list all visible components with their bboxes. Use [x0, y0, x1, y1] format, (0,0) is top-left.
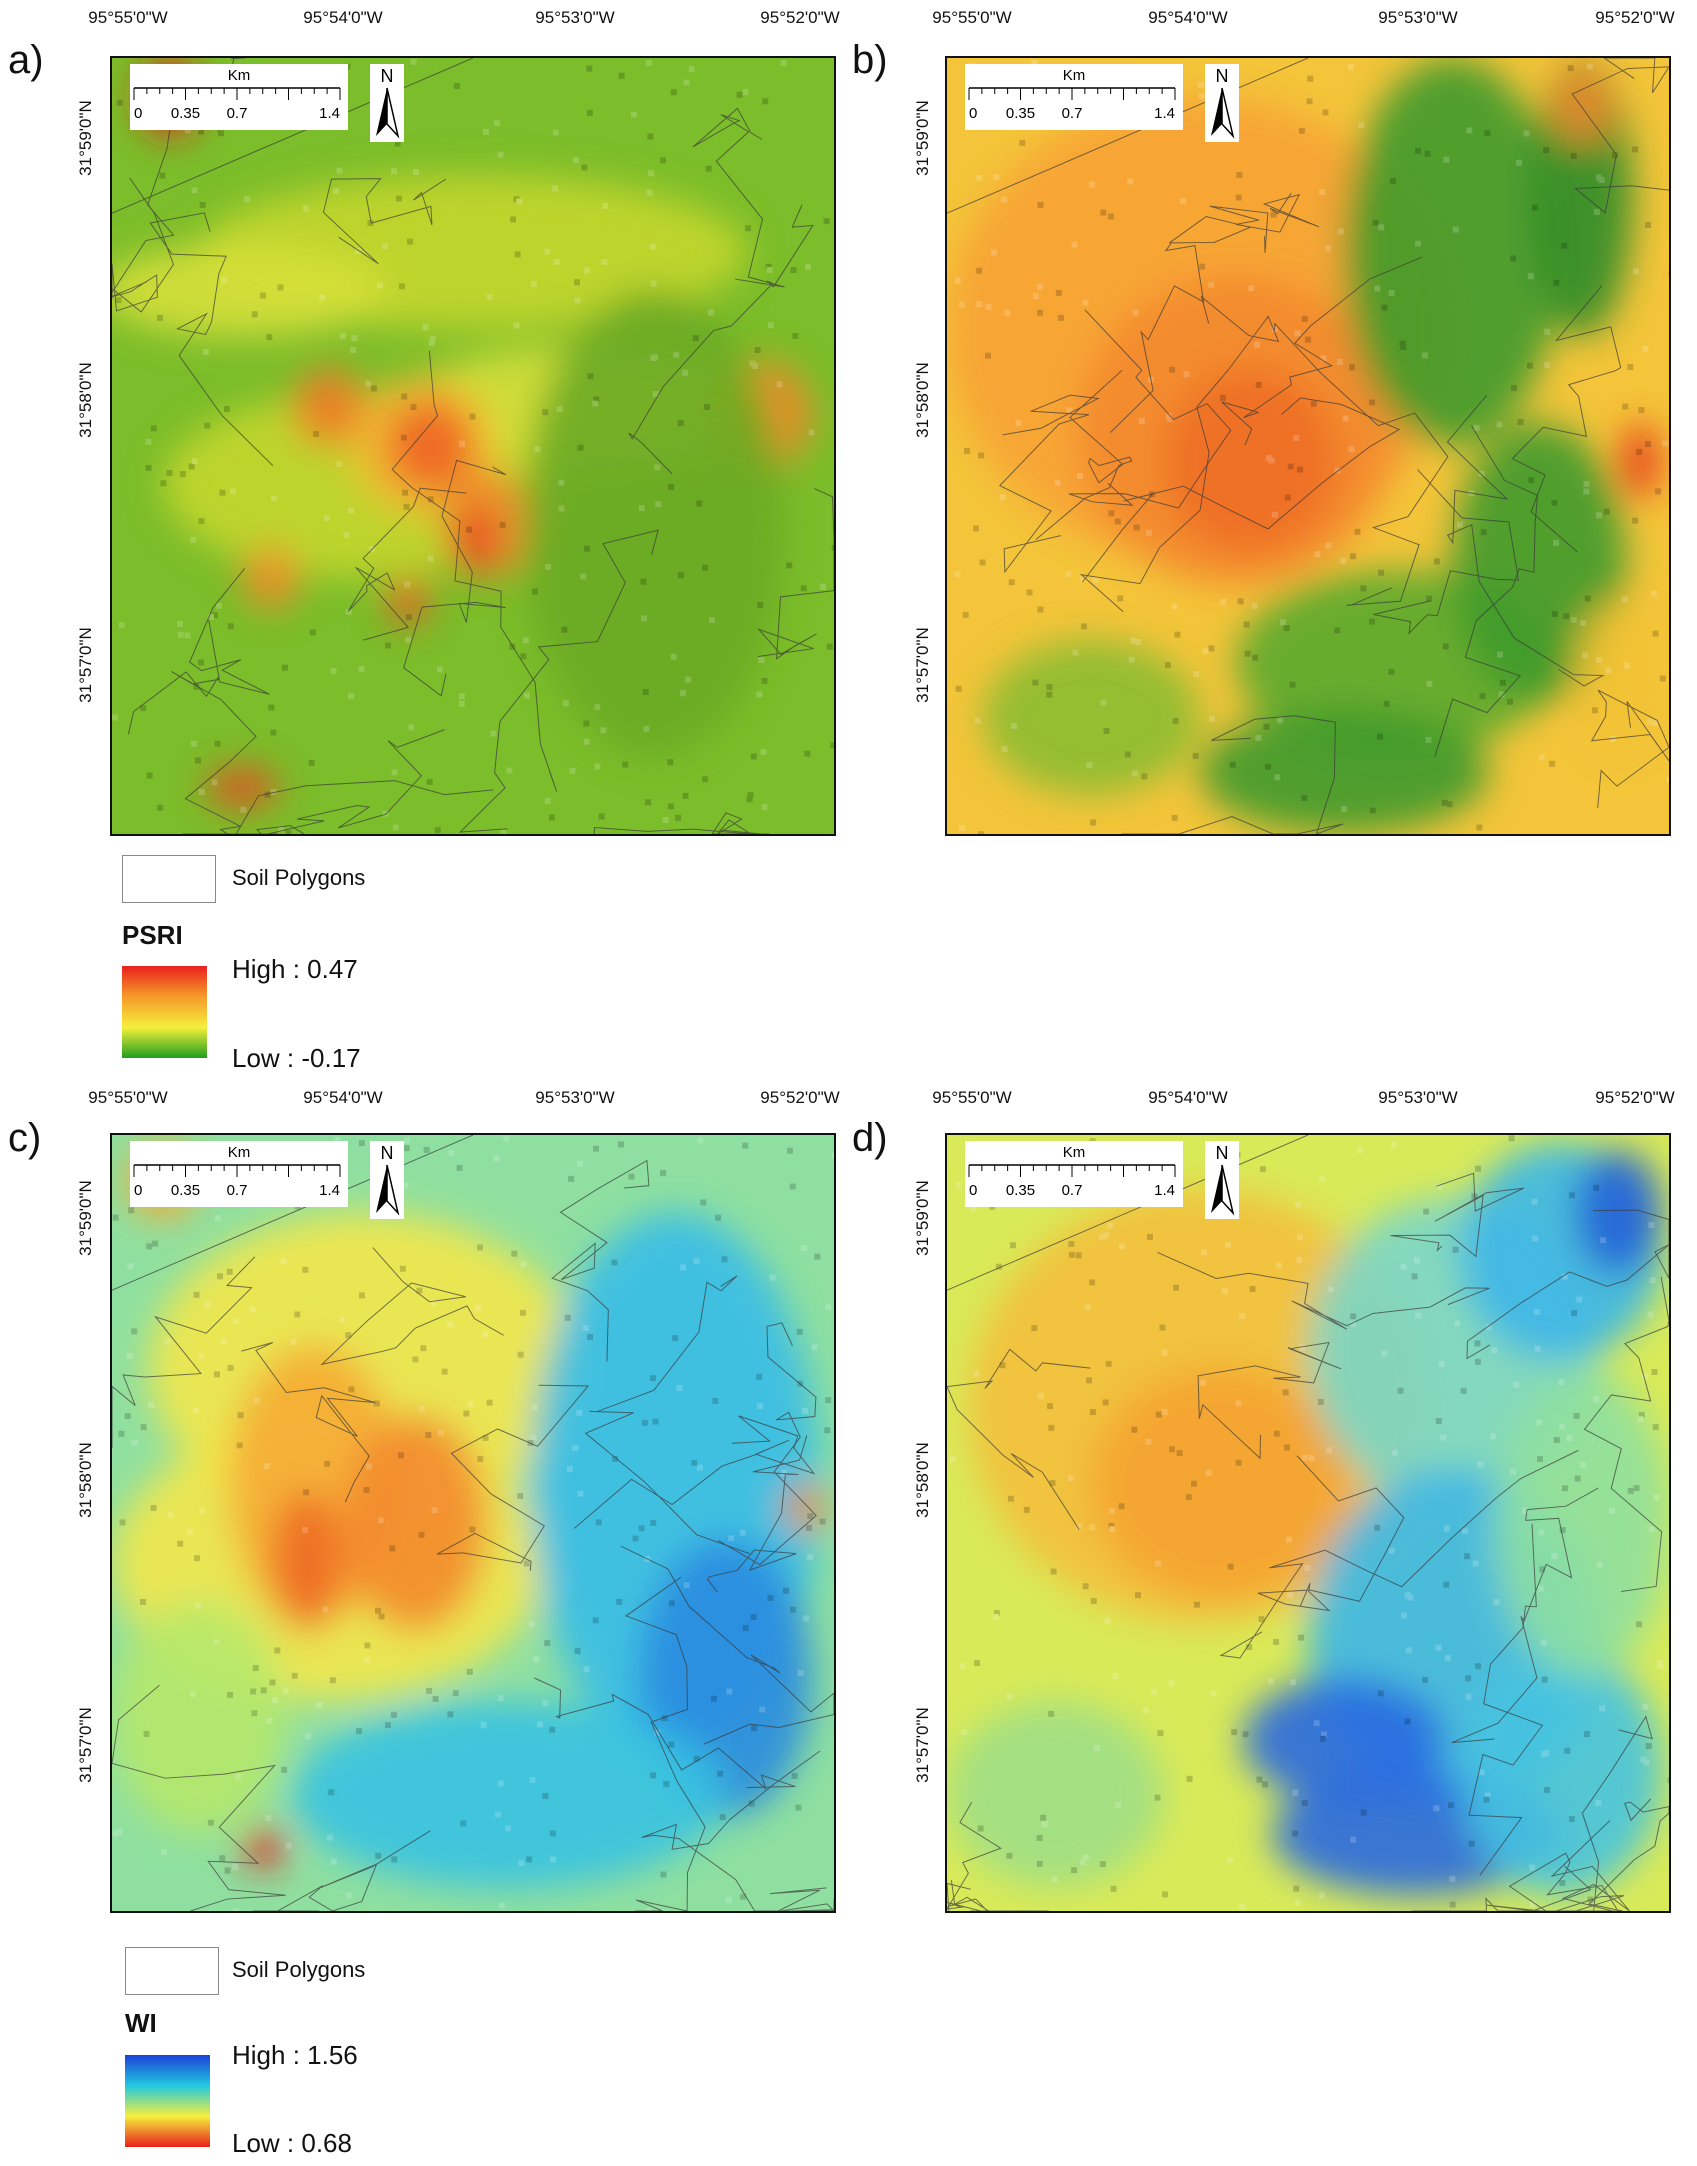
psri-color-ramp: [122, 966, 207, 1058]
scale-unit: Km: [1063, 67, 1086, 84]
panel-label-c: c): [8, 1116, 42, 1160]
north-arrow-icon: N: [370, 64, 404, 142]
scale-tick-label: 0.7: [1062, 1182, 1083, 1199]
lat-label: 31°59'0"N: [913, 1180, 932, 1256]
scale-tick-label: 0.35: [171, 1182, 200, 1199]
lon-label: 95°54'0"W: [1148, 1088, 1228, 1107]
lat-label: 31°58'0"N: [76, 1442, 95, 1518]
wi-color-ramp: [125, 2055, 210, 2147]
lat-label: 31°57'0"N: [913, 1707, 932, 1783]
psri-low-label: Low : -0.17: [232, 1043, 361, 1073]
scale-tick-label: 0: [134, 1182, 142, 1199]
lon-label: 95°54'0"W: [1148, 8, 1228, 27]
lon-label: 95°54'0"W: [303, 1088, 383, 1107]
soil-polygons-label: Soil Polygons: [232, 1957, 366, 1982]
soil-polygons-label: Soil Polygons: [232, 865, 366, 890]
lon-label: 95°53'0"W: [535, 1088, 615, 1107]
north-arrow-icon: N: [370, 1141, 404, 1219]
wi-legend-title: WI: [125, 2008, 157, 2038]
scale-unit: Km: [1063, 1144, 1086, 1161]
lat-label: 31°59'0"N: [913, 100, 932, 176]
lon-label: 95°53'0"W: [1378, 1088, 1458, 1107]
north-label: N: [1216, 1143, 1229, 1163]
scale-tick-label: 0.7: [227, 1182, 248, 1199]
lon-label: 95°53'0"W: [535, 8, 615, 27]
north-label: N: [1216, 66, 1229, 86]
lon-label: 95°52'0"W: [1595, 1088, 1675, 1107]
lat-label: 31°58'0"N: [913, 1442, 932, 1518]
map-panel-a: Km 0 0.35 0.7 1.4 N: [110, 56, 836, 836]
lat-label: 31°58'0"N: [76, 362, 95, 438]
lon-label: 95°55'0"W: [932, 1088, 1012, 1107]
panel-label-d: d): [852, 1116, 888, 1160]
lon-label: 95°55'0"W: [88, 8, 168, 27]
map-panel-b: Km 0 0.35 0.7 1.4 N: [945, 56, 1671, 836]
scale-bar: Km 0 0.35 0.7 1.4: [965, 64, 1183, 130]
psri-legend-title: PSRI: [122, 920, 183, 950]
north-arrow-icon: N: [1205, 64, 1239, 142]
lat-label: 31°57'0"N: [76, 1707, 95, 1783]
scale-tick-label: 0: [134, 105, 142, 122]
scale-tick-label: 0.35: [171, 105, 200, 122]
scale-bar: Km 0 0.35 0.7 1.4: [130, 1141, 348, 1207]
lon-label: 95°52'0"W: [760, 8, 840, 27]
lat-label: 31°57'0"N: [913, 627, 932, 703]
scale-unit: Km: [228, 1144, 251, 1161]
soil-polygons-swatch: [125, 1947, 219, 1995]
scale-tick-label: 1.4: [319, 1182, 340, 1199]
north-arrow-icon: N: [1205, 1141, 1239, 1219]
lat-label: 31°59'0"N: [76, 100, 95, 176]
scale-tick-label: 1.4: [319, 105, 340, 122]
scale-tick-label: 0.7: [227, 105, 248, 122]
lat-label: 31°59'0"N: [76, 1180, 95, 1256]
scale-tick-label: 0: [969, 1182, 977, 1199]
soil-polygons-swatch: [122, 855, 216, 903]
scale-tick-label: 0.7: [1062, 105, 1083, 122]
map-panel-d: Km 0 0.35 0.7 1.4 N: [945, 1133, 1671, 1913]
panel-label-b: b): [852, 38, 888, 82]
wi-low-label: Low : 0.68: [232, 2128, 352, 2158]
map-panel-c: Km 0 0.35 0.7 1.4 N: [110, 1133, 836, 1913]
scale-unit: Km: [228, 67, 251, 84]
lon-label: 95°52'0"W: [1595, 8, 1675, 27]
lon-label: 95°52'0"W: [760, 1088, 840, 1107]
lat-label: 31°57'0"N: [76, 627, 95, 703]
psri-high-label: High : 0.47: [232, 954, 358, 984]
north-label: N: [381, 1143, 394, 1163]
scale-tick-label: 1.4: [1154, 105, 1175, 122]
scale-bar: Km 0 0.35 0.7 1.4: [965, 1141, 1183, 1207]
north-label: N: [381, 66, 394, 86]
scale-tick-label: 1.4: [1154, 1182, 1175, 1199]
panel-label-a: a): [8, 38, 44, 82]
scale-tick-label: 0.35: [1006, 1182, 1035, 1199]
scale-tick-label: 0: [969, 105, 977, 122]
lon-label: 95°54'0"W: [303, 8, 383, 27]
lon-label: 95°55'0"W: [932, 8, 1012, 27]
lon-label: 95°53'0"W: [1378, 8, 1458, 27]
lat-label: 31°58'0"N: [913, 362, 932, 438]
scale-bar: Km 0 0.35 0.7 1.4: [130, 64, 348, 130]
wi-high-label: High : 1.56: [232, 2040, 358, 2070]
scale-tick-label: 0.35: [1006, 105, 1035, 122]
lon-label: 95°55'0"W: [88, 1088, 168, 1107]
